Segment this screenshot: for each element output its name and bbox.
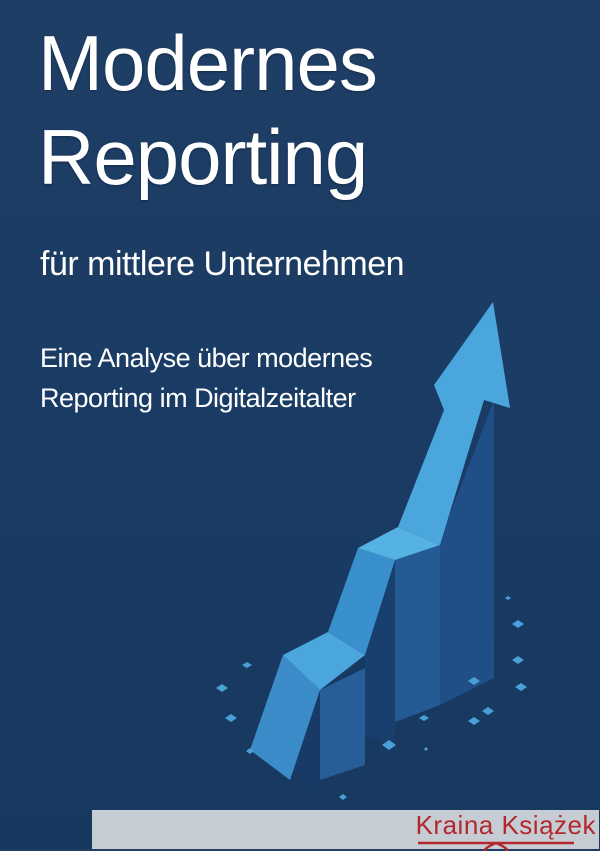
bar-3 <box>440 400 494 705</box>
book-underline-icon <box>417 841 574 851</box>
subtitle: für mittlere Unternehmen <box>40 245 405 283</box>
publisher-logo-text: Kraina Książek <box>415 810 596 840</box>
publisher-logo: Kraina Książek <box>416 810 596 851</box>
publisher-bar: Kraina Książek <box>92 810 599 851</box>
description-line-1: Eine Analyse über modernes <box>40 343 373 373</box>
arrow <box>250 302 510 780</box>
decorative-dots <box>216 596 527 800</box>
title-line-1: Modernes <box>38 19 378 107</box>
title-line-2: Reporting <box>38 113 368 201</box>
description-line-2: Reporting im Digitalzeitalter <box>40 383 356 413</box>
